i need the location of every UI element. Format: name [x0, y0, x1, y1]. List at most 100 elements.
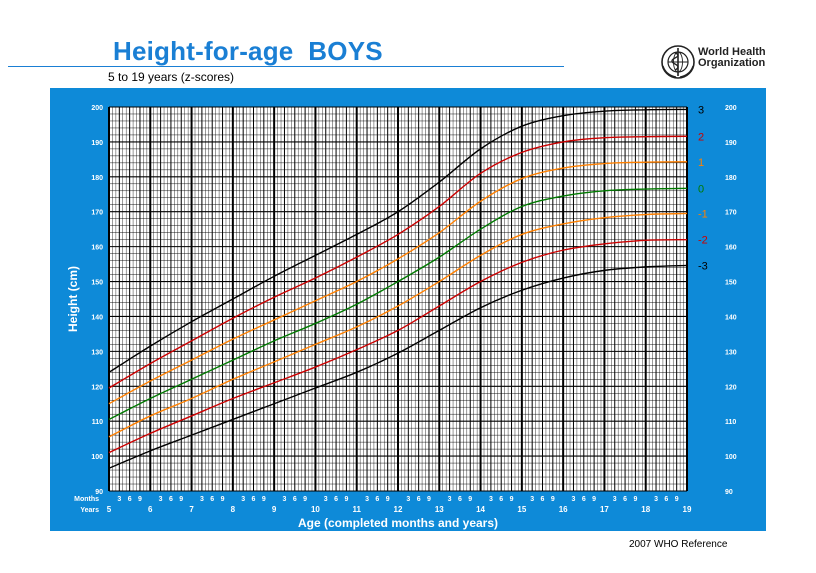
reference-note: 2007 WHO Reference: [629, 539, 728, 550]
x-month-tick-label: 9: [675, 496, 679, 503]
y-tick-label-left: 170: [91, 210, 103, 217]
x-year-tick-label: 5: [107, 505, 112, 514]
y-tick-label-right: 150: [725, 280, 737, 287]
y-tick-label-right: 200: [725, 105, 737, 112]
x-month-tick-label: 6: [169, 496, 173, 503]
x-year-tick-label: 18: [641, 505, 650, 514]
x-month-tick-label: 6: [458, 496, 462, 503]
y-tick-label-right: 170: [725, 210, 737, 217]
y-tick-label-right: 190: [725, 140, 737, 147]
x-year-tick-label: 16: [559, 505, 568, 514]
y-tick-label-left: 150: [91, 280, 103, 287]
x-month-tick-label: 3: [448, 496, 452, 503]
x-month-tick-label: 6: [541, 496, 545, 503]
x-month-tick-label: 6: [334, 496, 338, 503]
y-tick-label-left: 200: [91, 105, 103, 112]
x-month-tick-label: 3: [241, 496, 245, 503]
x-year-tick-label: 17: [600, 505, 609, 514]
x-year-tick-label: 14: [476, 505, 485, 514]
x-year-tick-label: 12: [394, 505, 403, 514]
chart-panel: 3 2 1 0 -1 -2 -3 90 90 100 100 110 110 120 120 130 130 14…: [50, 88, 766, 531]
x-year-tick-label: 7: [189, 505, 194, 514]
x-year-tick-label: 11: [352, 505, 361, 514]
x-year-tick-label: 19: [683, 505, 692, 514]
x-month-tick-label: 3: [654, 496, 658, 503]
series-label-z-1: -1: [698, 208, 708, 220]
x-month-tick-label: 3: [117, 496, 121, 503]
organization-name-line1: World Health: [698, 46, 766, 58]
y-tick-label-left: 190: [91, 140, 103, 147]
x-month-tick-label: 9: [468, 496, 472, 503]
x-months-row-label: Months: [74, 496, 99, 503]
x-month-tick-label: 3: [324, 496, 328, 503]
y-tick-label-right: 100: [725, 454, 737, 461]
y-tick-label-right: 90: [725, 489, 733, 496]
x-month-tick-label: 3: [530, 496, 534, 503]
x-month-tick-label: 9: [221, 496, 225, 503]
who-emblem-icon: [661, 45, 695, 79]
x-year-tick-label: 13: [435, 505, 444, 514]
y-axis-title: Height (cm): [66, 266, 80, 332]
page-subtitle: 5 to 19 years (z-scores): [108, 70, 235, 84]
x-month-tick-label: 9: [633, 496, 637, 503]
x-month-tick-label: 9: [262, 496, 266, 503]
y-tick-label-right: 120: [725, 384, 737, 391]
organization-name: World Health Organization: [698, 47, 766, 69]
title-divider: [8, 66, 564, 67]
x-month-tick-label: 6: [128, 496, 132, 503]
series-line-z1: [108, 161, 688, 405]
y-tick-label-right: 180: [725, 175, 737, 182]
x-month-tick-label: 6: [417, 496, 421, 503]
x-month-tick-label: 9: [592, 496, 596, 503]
x-month-tick-label: 6: [623, 496, 627, 503]
x-year-tick-label: 8: [231, 505, 236, 514]
series-line-z-1: [108, 212, 688, 438]
series-label-z-2: -2: [698, 235, 708, 247]
y-tick-label-left: 140: [91, 314, 103, 321]
x-month-tick-label: 3: [200, 496, 204, 503]
x-month-tick-label: 9: [510, 496, 514, 503]
x-month-tick-label: 3: [489, 496, 493, 503]
x-month-tick-label: 6: [375, 496, 379, 503]
x-month-tick-label: 9: [427, 496, 431, 503]
x-month-tick-label: 3: [159, 496, 163, 503]
y-tick-label-left: 130: [91, 349, 103, 356]
organization-name-line2: Organization: [698, 57, 766, 69]
series-line-z2: [108, 135, 688, 389]
y-tick-label-right: 130: [725, 349, 737, 356]
x-month-tick-label: 6: [582, 496, 586, 503]
y-tick-label-right: 140: [725, 314, 737, 321]
x-axis-title: Age (completed months and years): [298, 516, 498, 530]
x-month-tick-label: 9: [303, 496, 307, 503]
x-year-tick-label: 6: [148, 505, 153, 514]
x-month-tick-label: 3: [406, 496, 410, 503]
x-month-tick-label: 3: [365, 496, 369, 503]
x-month-tick-label: 6: [664, 496, 668, 503]
x-year-tick-label: 10: [311, 505, 320, 514]
series-line-z-2: [108, 238, 688, 454]
series-line-z3: [108, 108, 688, 373]
y-tick-label-left: 90: [95, 489, 103, 496]
y-tick-label-right: 160: [725, 245, 737, 252]
x-month-tick-label: 9: [138, 496, 142, 503]
y-tick-label-left: 110: [92, 419, 103, 426]
x-month-tick-label: 9: [386, 496, 390, 503]
x-month-tick-label: 9: [551, 496, 555, 503]
series-label-z1: 1: [698, 157, 704, 169]
x-year-tick-label: 15: [517, 505, 526, 514]
x-month-tick-label: 3: [283, 496, 287, 503]
y-tick-label-left: 160: [91, 245, 103, 252]
series-label-z2: 2: [698, 131, 704, 143]
y-tick-label-left: 100: [91, 454, 103, 461]
x-month-tick-label: 6: [499, 496, 503, 503]
series-label-z0: 0: [698, 183, 704, 195]
x-month-tick-label: 6: [293, 496, 297, 503]
x-month-tick-label: 6: [252, 496, 256, 503]
y-tick-label-left: 120: [91, 384, 103, 391]
series-line-z0: [108, 187, 688, 421]
x-month-tick-label: 3: [572, 496, 576, 503]
series-label-z-3: -3: [698, 260, 708, 272]
x-month-tick-label: 6: [210, 496, 214, 503]
x-month-tick-label: 9: [344, 496, 348, 503]
